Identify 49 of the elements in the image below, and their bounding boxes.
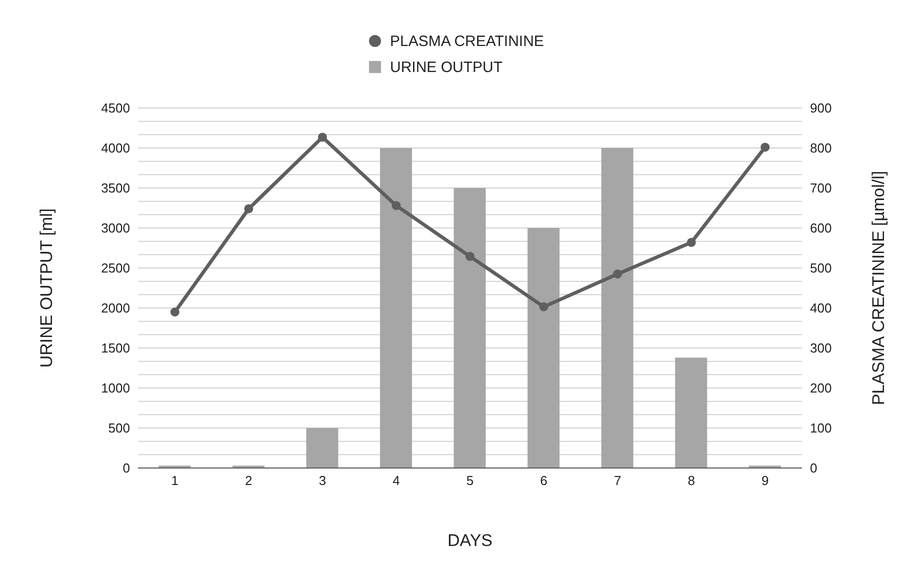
- y2-tick-label: 100: [810, 420, 832, 436]
- y2-tick-label: 700: [810, 180, 832, 196]
- y2-tick-label: 200: [810, 380, 832, 396]
- y-tick-label: 2500: [101, 260, 130, 276]
- point: [170, 308, 180, 316]
- y2-axis-title: PLASMA CREATININE [µmol/l]: [869, 170, 888, 406]
- y2-tick-label: 600: [810, 220, 832, 236]
- y-tick-label: 4000: [101, 140, 130, 156]
- bar: [675, 358, 708, 468]
- y-tick-label: 3000: [101, 220, 130, 236]
- y-tick-label: 0: [122, 460, 130, 476]
- x-tick-label: 4: [392, 473, 400, 488]
- y-axis-title: URINE OUTPUT [ml]: [37, 208, 56, 368]
- y2-tick-label: 400: [810, 300, 832, 316]
- x-tick-label: 5: [466, 473, 474, 488]
- bar: [380, 148, 412, 468]
- bar: [306, 428, 338, 468]
- legend-label: PLASMA CREATININE: [390, 32, 544, 50]
- y2-tick-label: 0: [810, 460, 818, 476]
- point: [760, 142, 770, 152]
- point: [466, 252, 474, 261]
- x-tick-label: 7: [614, 473, 622, 488]
- point: [613, 270, 622, 278]
- x-tick-label: 3: [318, 473, 326, 488]
- x-axis-title: DAYS: [447, 531, 493, 550]
- x-tick-label: 8: [688, 473, 695, 488]
- y-tick-label: 4500: [101, 100, 130, 116]
- y2-tick-label: 800: [810, 140, 832, 156]
- y-tick-label: 500: [108, 420, 130, 436]
- point: [244, 204, 254, 214]
- y2-tick-label: 300: [810, 340, 832, 356]
- y-tick-label: 1000: [101, 380, 130, 396]
- y-tick-label: 1500: [101, 340, 130, 356]
- x-tick-label: 1: [171, 473, 179, 488]
- y-tick-label: 2000: [101, 300, 130, 316]
- bar: [601, 148, 634, 468]
- bar: [528, 228, 560, 468]
- legend-label: URINE OUTPUT: [390, 58, 502, 76]
- point: [539, 302, 548, 312]
- y-tick-label: 3500: [101, 180, 130, 196]
- point: [392, 201, 401, 210]
- point: [318, 132, 327, 142]
- x-tick-label: 9: [761, 473, 769, 488]
- bar: [454, 188, 486, 468]
- y2-tick-label: 900: [810, 100, 832, 116]
- x-tick-label: 2: [245, 473, 252, 488]
- point: [686, 238, 696, 247]
- y2-tick-label: 500: [810, 260, 832, 276]
- x-tick-label: 6: [540, 473, 548, 488]
